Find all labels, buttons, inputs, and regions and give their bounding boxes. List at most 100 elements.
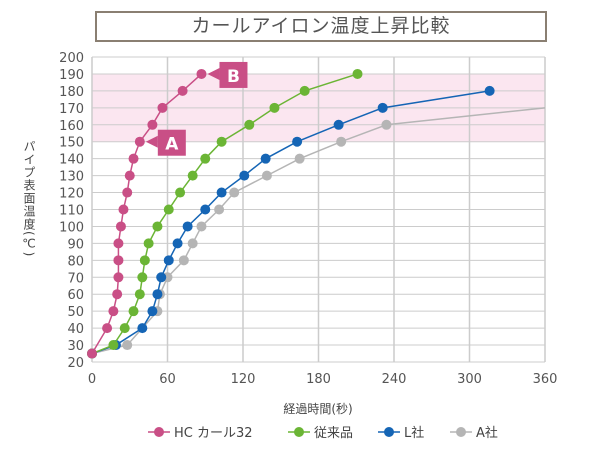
- callout-box: [157, 129, 186, 156]
- data-point: [115, 221, 126, 232]
- y-tick-label: 160: [59, 119, 84, 134]
- y-tick-label: 50: [67, 305, 84, 320]
- legend-label: HC カール32: [174, 426, 253, 441]
- data-point: [134, 136, 145, 147]
- data-point: [381, 119, 392, 130]
- data-point: [112, 289, 123, 300]
- legend-marker: [384, 427, 394, 437]
- chart-title: カールアイロン温度上昇比較: [95, 11, 547, 42]
- data-point: [147, 119, 158, 130]
- data-point: [137, 323, 148, 334]
- data-point: [137, 272, 148, 283]
- data-point: [152, 221, 163, 232]
- x-tick-label: 360: [533, 372, 558, 387]
- data-point: [118, 204, 129, 215]
- y-tick-label: 80: [67, 254, 84, 269]
- data-point: [122, 340, 133, 351]
- data-point: [119, 323, 130, 334]
- data-point: [292, 136, 303, 147]
- data-point: [216, 136, 227, 147]
- legend-marker: [456, 427, 466, 437]
- y-tick-label: 90: [67, 237, 84, 252]
- data-point: [177, 85, 188, 96]
- data-point: [196, 68, 207, 79]
- y-tick-label: 120: [59, 187, 84, 202]
- data-point: [147, 306, 158, 317]
- data-point: [187, 170, 198, 181]
- data-point: [294, 153, 305, 164]
- data-point: [139, 255, 150, 266]
- data-point: [113, 238, 124, 249]
- data-point: [239, 170, 250, 181]
- data-point: [108, 306, 119, 317]
- callout-label: B: [227, 67, 240, 87]
- callout-label: A: [165, 135, 179, 155]
- x-tick-label: 240: [382, 372, 407, 387]
- data-point: [157, 102, 168, 113]
- y-axis-label: パイプ表面温度(℃): [22, 140, 36, 258]
- data-point: [261, 170, 272, 181]
- legend-marker: [294, 427, 304, 437]
- data-point: [178, 255, 189, 266]
- legend-label: 従来品: [314, 426, 353, 441]
- data-point: [484, 85, 495, 96]
- y-tick-label: 110: [59, 204, 84, 219]
- data-point: [299, 85, 310, 96]
- callout-pointer: [207, 67, 220, 80]
- y-tick-label: 200: [59, 51, 84, 66]
- data-point: [163, 204, 174, 215]
- data-point: [187, 238, 198, 249]
- y-tick-label: 170: [59, 102, 84, 117]
- data-point: [200, 204, 211, 215]
- y-tick-label: 60: [67, 288, 84, 303]
- data-point: [182, 221, 193, 232]
- y-tick-label: 30: [67, 339, 84, 354]
- y-tick-label: 100: [59, 220, 84, 235]
- data-point: [124, 170, 135, 181]
- data-point: [175, 187, 186, 198]
- y-tick-label: 40: [67, 322, 84, 337]
- data-point: [87, 348, 97, 359]
- data-point: [216, 187, 227, 198]
- y-tick-label: 70: [67, 271, 84, 286]
- callout-pointer: [145, 135, 158, 148]
- y-tick-label: 190: [59, 68, 84, 83]
- data-point: [152, 289, 163, 300]
- y-tick-label: 140: [59, 153, 84, 168]
- y-tick-label: 150: [59, 136, 84, 151]
- data-point: [113, 272, 124, 283]
- y-tick-label: 130: [59, 170, 84, 185]
- data-point: [113, 255, 124, 266]
- data-point: [333, 119, 344, 130]
- data-point: [134, 289, 145, 300]
- legend-label: A社: [476, 425, 498, 441]
- data-point: [260, 153, 271, 164]
- legend-label: L社: [404, 425, 424, 441]
- data-point: [172, 238, 183, 249]
- data-point: [156, 272, 167, 283]
- data-point: [122, 187, 133, 198]
- x-axis-label: 経過時間(秒): [283, 402, 352, 416]
- data-point: [244, 119, 255, 130]
- data-point: [143, 238, 154, 249]
- data-point: [163, 255, 174, 266]
- data-point: [102, 323, 113, 334]
- data-point: [229, 187, 240, 198]
- data-point: [200, 153, 211, 164]
- data-point: [269, 102, 280, 113]
- data-point: [352, 68, 363, 79]
- data-point: [108, 340, 119, 351]
- data-point: [336, 136, 347, 147]
- x-tick-label: 300: [457, 372, 482, 387]
- data-point: [214, 204, 225, 215]
- x-tick-label: 0: [88, 372, 96, 387]
- data-point: [377, 102, 388, 113]
- data-point: [196, 221, 207, 232]
- data-point: [128, 306, 139, 317]
- x-tick-label: 60: [159, 372, 176, 387]
- x-tick-label: 180: [306, 372, 331, 387]
- x-tick-label: 120: [231, 372, 256, 387]
- legend-marker: [154, 427, 164, 437]
- data-point: [128, 153, 139, 164]
